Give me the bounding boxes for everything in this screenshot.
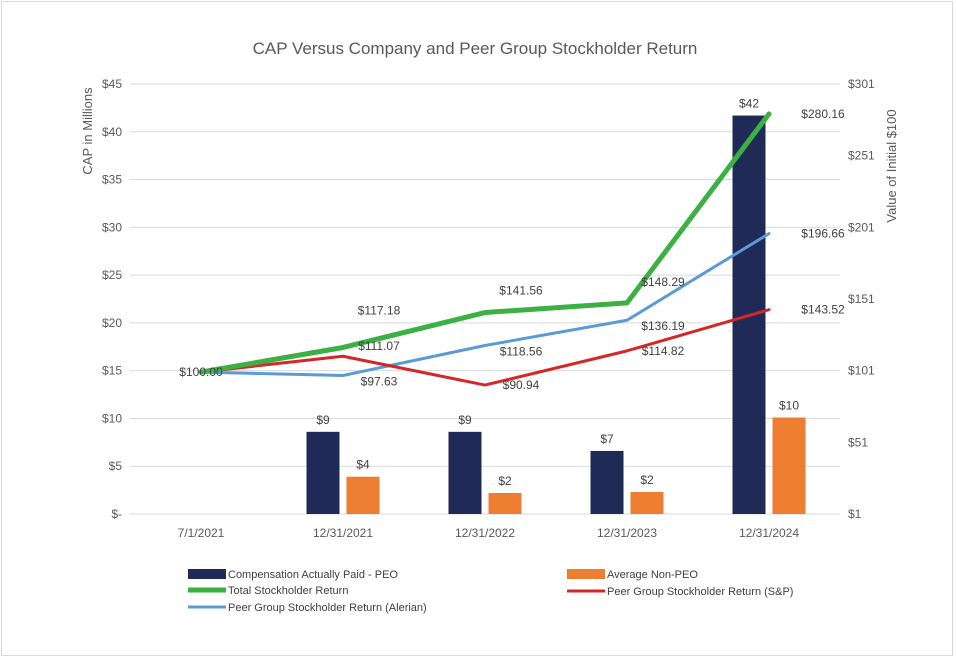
bar (630, 492, 664, 514)
line-data-label: $280.16 (801, 107, 845, 121)
bar-data-label: $7 (600, 432, 614, 446)
x-tick-label: 12/31/2024 (739, 526, 799, 540)
left-axis-title: CAP in Millions (80, 87, 95, 175)
line-data-label: $118.56 (500, 344, 543, 358)
legend-label: Total Stockholder Return (228, 585, 348, 597)
x-tick-label: 12/31/2023 (597, 526, 657, 540)
legend-swatch (567, 569, 605, 579)
right-tick-label: $301 (848, 77, 875, 91)
line-data-label: $148.29 (641, 275, 685, 289)
line-data-label: $114.82 (642, 344, 685, 358)
x-axis-ticks: 7/1/2021 12/31/2021 12/31/2022 12/31/2023 12… (178, 526, 800, 540)
bar (346, 476, 380, 514)
legend-label: Average Non-PEO (607, 569, 698, 581)
left-axis-ticks: $- $5 $10 $15 $20 $25 $30 $35 $40 $45 (102, 77, 122, 521)
right-tick-label: $1 (848, 507, 862, 521)
left-tick-label: $5 (109, 459, 123, 473)
left-tick-label: $20 (102, 316, 122, 330)
bar-data-label: $2 (498, 474, 512, 488)
series-line (199, 308, 771, 387)
legend-label: Peer Group Stockholder Return (S&P) (607, 586, 793, 598)
line-data-label: $100.00 (179, 365, 223, 379)
right-tick-label: $101 (848, 364, 875, 378)
legend-label: Peer Group Stockholder Return (Alerian) (228, 602, 427, 614)
x-tick-label: 7/1/2021 (178, 526, 225, 540)
line-data-label: $141.56 (499, 284, 543, 298)
line-data-label: $117.18 (358, 303, 401, 317)
bar (590, 450, 624, 514)
chart-title: CAP Versus Company and Peer Group Stockh… (253, 39, 698, 58)
left-tick-label: $10 (102, 411, 122, 425)
line-data-label: $196.66 (801, 227, 845, 241)
left-tick-label: $30 (102, 220, 122, 234)
line-data-label: $90.94 (503, 378, 540, 392)
right-tick-label: $51 (848, 435, 868, 449)
left-tick-label: $35 (102, 173, 122, 187)
bars-layer: $9 $9 $7 $42 $4 $2 $2 $10 (306, 97, 806, 515)
right-tick-label: $251 (848, 149, 875, 163)
left-tick-label: $15 (102, 364, 122, 378)
line-data-label: $97.63 (361, 374, 398, 388)
bar-data-label: $9 (316, 413, 330, 427)
left-tick-label: $40 (102, 125, 122, 139)
bar (488, 492, 522, 514)
bar-data-label: $2 (640, 473, 654, 487)
series-line (198, 111, 772, 375)
lines-layer: $100.00 $117.18 $141.56 $148.29 $280.16 $97.6… (179, 107, 845, 392)
right-tick-label: $151 (848, 292, 875, 306)
bar-data-label: $10 (779, 398, 799, 412)
x-tick-label: 12/31/2021 (313, 526, 373, 540)
bar-data-label: $4 (356, 458, 370, 472)
x-tick-label: 12/31/2022 (455, 526, 515, 540)
legend-label: Compensation Actually Paid - PEO (228, 569, 398, 581)
line-data-label: $111.07 (358, 339, 400, 353)
left-tick-label: $25 (102, 268, 122, 282)
bar (306, 431, 340, 514)
bar-data-label: $42 (739, 97, 759, 111)
line-data-label: $136.19 (641, 319, 685, 333)
line-data-label: $143.52 (801, 303, 845, 317)
left-tick-label: $- (111, 507, 122, 521)
bar (772, 417, 806, 514)
right-axis-ticks: $1 $51 $101 $151 $201 $251 $301 (848, 77, 875, 521)
right-axis-title: Value of Initial $100 (884, 109, 899, 222)
right-tick-label: $201 (848, 220, 875, 234)
left-tick-label: $45 (102, 77, 122, 91)
bar-data-label: $9 (458, 413, 472, 427)
legend-swatch (188, 569, 226, 579)
bar (448, 431, 482, 514)
legend: Compensation Actually Paid - PEO Average … (188, 569, 793, 614)
series-line (199, 232, 771, 377)
